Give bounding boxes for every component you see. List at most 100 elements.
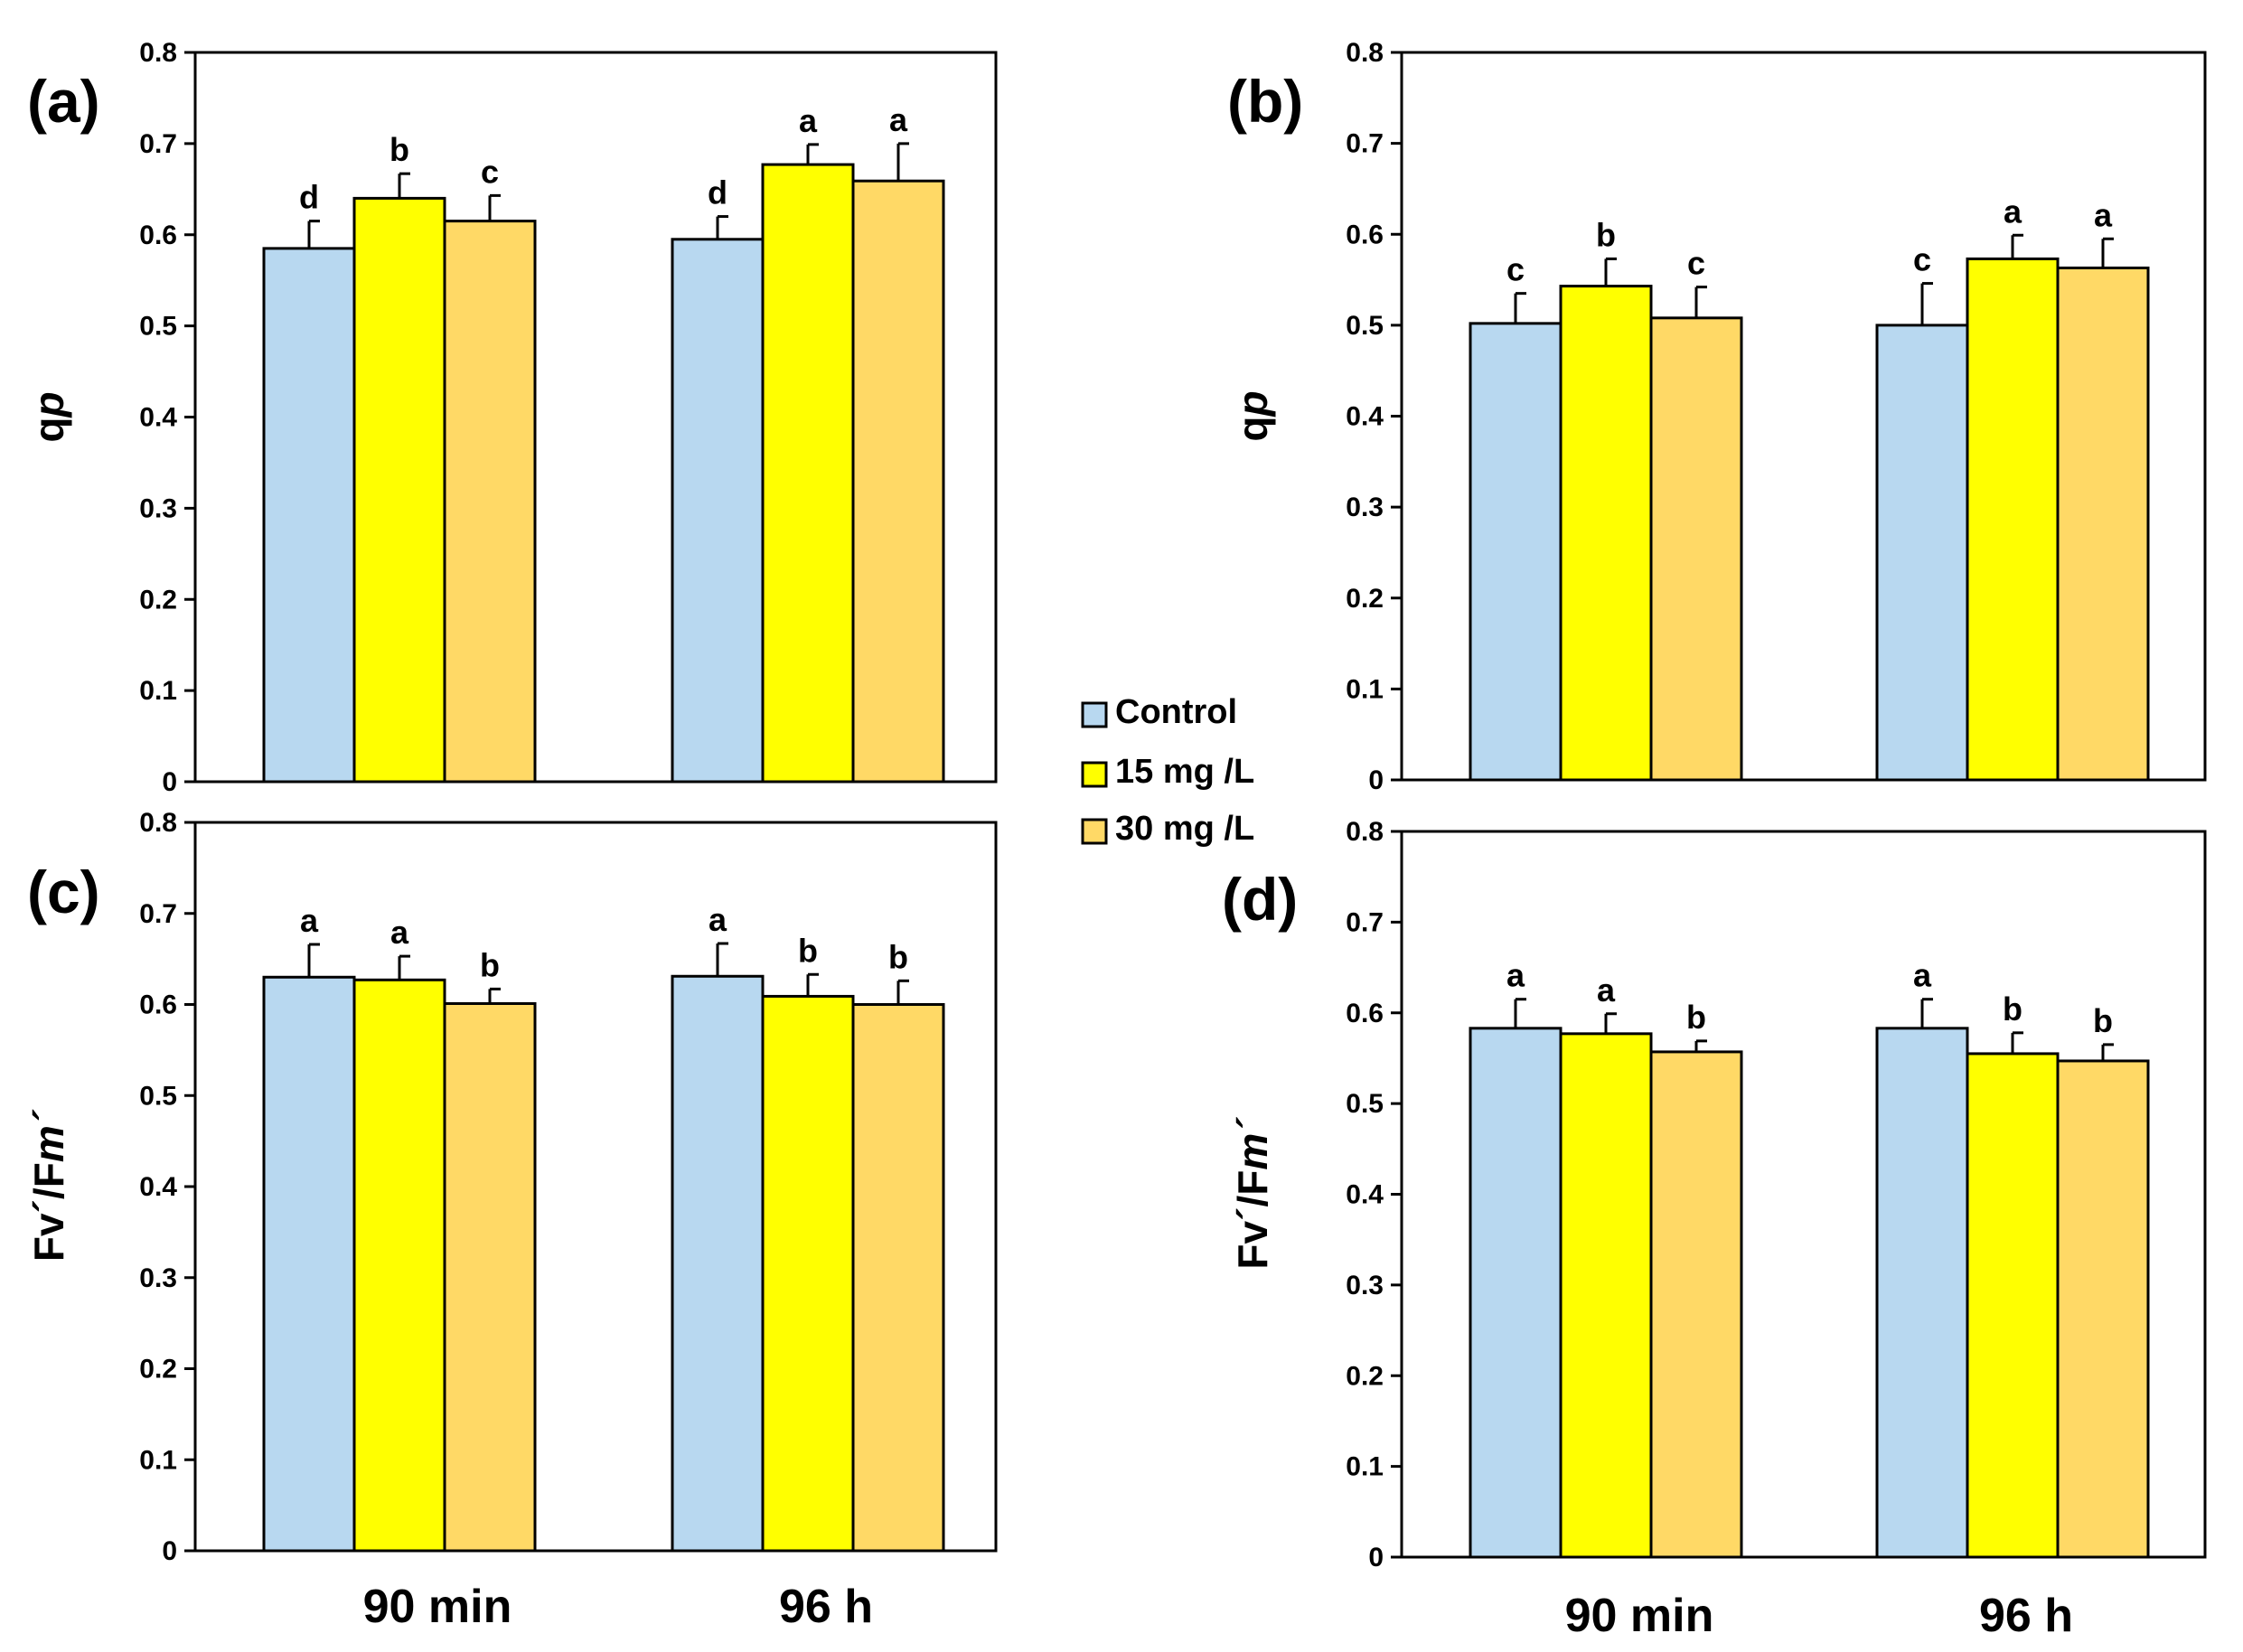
significance-letter: a — [709, 901, 727, 938]
bar-c-15-mg-l-1 — [761, 994, 855, 1553]
plot-frame-c — [193, 821, 998, 1553]
y-tick-label: 0.7 — [139, 129, 177, 159]
bar-b-30-mg-l-0 — [1649, 316, 1743, 782]
y-tick-label: 0.7 — [1346, 129, 1384, 159]
significance-letter: d — [708, 174, 727, 211]
y-tick-label: 0.4 — [139, 1172, 177, 1202]
significance-letter: b — [2003, 990, 2022, 1028]
y-tick-label: 0.5 — [1346, 311, 1384, 341]
significance-letter: a — [889, 101, 908, 138]
significance-letter: a — [1506, 957, 1525, 994]
panel-label-b: (b) — [1227, 68, 1303, 135]
significance-letter: c — [1506, 251, 1525, 288]
bar-b-15-mg-l-1 — [1966, 257, 2060, 782]
plot-frame-d — [1400, 830, 2207, 1559]
y-tick-label: 0.8 — [1346, 38, 1384, 68]
y-tick-label: 0.1 — [139, 676, 177, 706]
significance-letter: b — [389, 131, 409, 168]
y-axis-label-italic: p — [1229, 390, 1276, 418]
y-tick-label: 0.4 — [1346, 1180, 1384, 1210]
significance-letter: c — [481, 153, 499, 190]
y-tick-label: 0.5 — [139, 312, 177, 342]
significance-letter: b — [888, 938, 908, 975]
panel-label-a: (a) — [27, 68, 100, 135]
y-tick-label: 0.3 — [139, 1263, 177, 1293]
y-tick-label: 0.3 — [139, 493, 177, 523]
significance-letter: c — [1687, 245, 1705, 282]
bar-b-15-mg-l-0 — [1559, 285, 1653, 782]
bar-c-control-1 — [671, 974, 765, 1553]
legend-swatch — [1081, 701, 1108, 728]
bar-d-30-mg-l-0 — [1649, 1050, 1743, 1559]
legend-label: Control — [1115, 693, 1237, 731]
legend-label: 15 mg /L — [1115, 753, 1254, 791]
y-tick-label: 0.8 — [1346, 817, 1384, 847]
y-axis-label-italic: m´ — [1229, 1117, 1276, 1170]
y-tick-label: 0.8 — [139, 38, 177, 68]
y-tick-label: 0.4 — [1346, 402, 1384, 432]
category-label: 96 h — [1979, 1590, 2073, 1642]
bar-b-control-0 — [1469, 322, 1563, 782]
y-tick-label: 0.1 — [1346, 1452, 1384, 1482]
significance-letter: a — [390, 914, 409, 951]
y-axis-label-a: qp — [25, 391, 72, 442]
plot-frame-b — [1400, 51, 2207, 782]
bar-c-15-mg-l-0 — [352, 978, 446, 1553]
bar-a-30-mg-l-1 — [851, 179, 945, 784]
y-tick-label: 0.2 — [139, 585, 177, 615]
bar-c-control-0 — [262, 975, 356, 1553]
y-axis-label-c: Fv´/Fm´ — [25, 1109, 72, 1262]
significance-letter: a — [1913, 957, 1932, 994]
y-tick-label: 0.6 — [1346, 220, 1384, 249]
bar-d-15-mg-l-0 — [1559, 1032, 1653, 1559]
bar-d-control-0 — [1469, 1027, 1563, 1559]
y-tick-label: 0.3 — [1346, 493, 1384, 522]
bar-a-control-1 — [671, 238, 765, 784]
legend-label: 30 mg /L — [1115, 810, 1254, 848]
category-label: 96 h — [779, 1581, 873, 1633]
y-axis-label-italic: p — [25, 391, 72, 418]
bar-c-30-mg-l-1 — [851, 1003, 945, 1553]
y-tick-label: 0.7 — [1346, 907, 1384, 937]
y-tick-label: 0.6 — [139, 221, 177, 250]
bar-a-30-mg-l-0 — [443, 220, 537, 784]
y-tick-label: 0.2 — [1346, 1361, 1384, 1391]
plot-frame-a — [193, 51, 998, 784]
bar-c-30-mg-l-0 — [443, 1001, 537, 1553]
y-tick-label: 0 — [1368, 1543, 1384, 1572]
significance-letter: d — [299, 179, 319, 216]
significance-letter: b — [1596, 216, 1616, 253]
significance-letter: a — [2094, 196, 2113, 233]
y-tick-label: 0.6 — [139, 990, 177, 1020]
significance-letter: a — [2004, 192, 2022, 230]
y-tick-label: 0.5 — [1346, 1089, 1384, 1119]
y-axis-label-b: qp — [1229, 390, 1276, 441]
bar-d-30-mg-l-1 — [2056, 1059, 2150, 1559]
bar-a-control-0 — [262, 247, 356, 784]
panel-label-d: (d) — [1222, 866, 1298, 933]
y-tick-label: 0 — [1368, 765, 1384, 795]
bar-a-15-mg-l-0 — [352, 196, 446, 784]
significance-letter: b — [798, 932, 818, 969]
significance-letter: c — [1913, 241, 1931, 278]
y-tick-label: 0.7 — [139, 899, 177, 929]
y-axis-label-d: Fv´/Fm´ — [1229, 1117, 1276, 1270]
y-tick-label: 0.1 — [1346, 674, 1384, 704]
bar-b-control-1 — [1875, 324, 1969, 782]
legend-swatch — [1081, 818, 1108, 845]
y-axis-label-italic: m´ — [25, 1109, 72, 1162]
y-tick-label: 0.4 — [139, 403, 177, 433]
bar-d-15-mg-l-1 — [1966, 1052, 2060, 1559]
significance-letter: a — [300, 902, 319, 939]
significance-letter: b — [480, 946, 500, 983]
y-tick-label: 0.2 — [1346, 584, 1384, 614]
y-tick-label: 0 — [162, 767, 177, 797]
significance-letter: b — [1686, 999, 1706, 1036]
panel-label-c: (c) — [27, 859, 100, 925]
legend-swatch — [1081, 761, 1108, 788]
significance-letter: a — [1597, 971, 1616, 1009]
y-tick-label: 0.2 — [139, 1355, 177, 1384]
category-label: 90 min — [363, 1581, 512, 1633]
y-tick-label: 0.5 — [139, 1081, 177, 1111]
bar-a-15-mg-l-1 — [761, 163, 855, 784]
